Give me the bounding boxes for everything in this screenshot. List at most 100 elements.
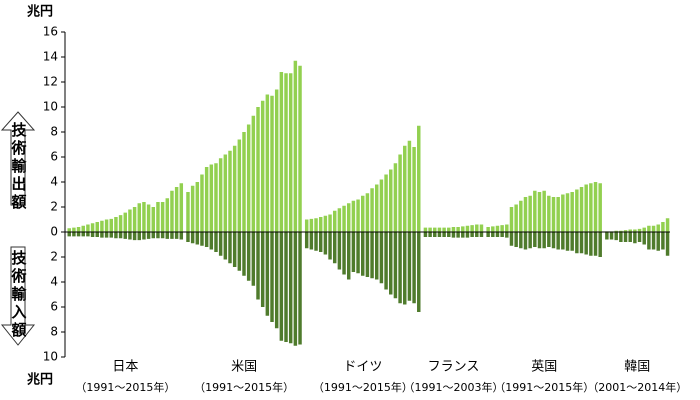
y-unit-bottom: 兆円 bbox=[27, 372, 53, 388]
export-bar bbox=[389, 169, 393, 232]
export-bar bbox=[575, 189, 579, 232]
import-bar bbox=[628, 232, 632, 242]
import-bar bbox=[179, 232, 184, 240]
export-bar bbox=[565, 193, 570, 232]
export-bar bbox=[351, 200, 356, 232]
import-bar bbox=[90, 232, 95, 237]
import-bar bbox=[232, 232, 237, 267]
category-label: 英国 bbox=[531, 360, 557, 375]
export-bar bbox=[298, 65, 302, 232]
export-bar bbox=[656, 224, 660, 232]
import-bar bbox=[379, 232, 384, 284]
import-bar bbox=[200, 232, 204, 246]
import-bar bbox=[593, 232, 598, 256]
export-bar bbox=[100, 220, 104, 232]
export-bar bbox=[200, 174, 204, 232]
import-bar bbox=[309, 232, 314, 250]
export-bar bbox=[365, 193, 370, 232]
export-bar bbox=[398, 154, 402, 232]
export-bar bbox=[156, 202, 160, 232]
import-bar bbox=[265, 232, 270, 316]
y-tick-label: 4 bbox=[50, 275, 58, 289]
import-bar bbox=[584, 232, 588, 255]
import-bar bbox=[575, 232, 579, 254]
import-bar bbox=[142, 232, 146, 240]
export-bar bbox=[328, 214, 332, 232]
export-bar bbox=[104, 219, 109, 232]
export-bar bbox=[370, 188, 374, 232]
export-bar bbox=[132, 207, 137, 232]
export-bar bbox=[465, 225, 470, 232]
export-bar bbox=[665, 218, 670, 232]
export-bar bbox=[537, 192, 542, 232]
import-bar bbox=[423, 232, 428, 237]
export-bar bbox=[528, 195, 532, 232]
export-bar bbox=[533, 190, 537, 232]
import-bar bbox=[403, 232, 407, 305]
export-bar bbox=[90, 223, 95, 232]
export-label: 技術輸出額 bbox=[10, 121, 28, 212]
period-label: （1991～2015年） bbox=[75, 380, 175, 394]
import-bar bbox=[589, 232, 593, 256]
export-bar bbox=[509, 207, 514, 232]
import-bar bbox=[428, 232, 432, 237]
export-bar bbox=[384, 174, 388, 232]
import-bar bbox=[393, 232, 398, 299]
import-bar bbox=[293, 232, 298, 346]
export-bar bbox=[151, 207, 156, 232]
export-bar bbox=[179, 183, 184, 232]
import-bar bbox=[509, 232, 514, 246]
export-bar bbox=[204, 167, 209, 232]
import-bar bbox=[72, 232, 76, 237]
import-bar bbox=[304, 232, 309, 249]
period-label: （1991～2015年） bbox=[194, 380, 294, 394]
export-bar bbox=[619, 230, 623, 232]
import-bar bbox=[479, 232, 484, 237]
y-tick-label: 0 bbox=[50, 225, 58, 239]
import-bar bbox=[475, 232, 479, 237]
import-bar bbox=[375, 232, 379, 280]
import-bar bbox=[633, 232, 637, 244]
export-bar bbox=[456, 227, 460, 232]
category-label: ドイツ bbox=[343, 360, 382, 375]
import-bar bbox=[195, 232, 200, 245]
export-bar bbox=[407, 140, 412, 232]
import-bar bbox=[551, 232, 556, 249]
import-bar bbox=[579, 232, 584, 254]
export-bar bbox=[209, 164, 214, 232]
export-bar bbox=[661, 222, 665, 232]
export-bar bbox=[318, 217, 323, 232]
y-tick-label: 4 bbox=[50, 175, 58, 189]
import-bar bbox=[470, 232, 474, 237]
import-bar bbox=[323, 232, 328, 255]
import-bar bbox=[160, 232, 165, 239]
export-bar bbox=[479, 224, 484, 232]
export-bar bbox=[451, 227, 456, 232]
export-bar bbox=[67, 228, 71, 232]
period-label: （1991～2015年） bbox=[313, 380, 413, 394]
export-bar bbox=[593, 182, 598, 232]
export-bar bbox=[623, 230, 628, 232]
import-bar bbox=[412, 232, 416, 304]
export-bar bbox=[447, 227, 451, 232]
export-bar bbox=[519, 200, 523, 232]
import-bar bbox=[533, 232, 537, 247]
export-bar bbox=[342, 205, 346, 232]
export-bar bbox=[470, 225, 474, 232]
import-bar bbox=[270, 232, 274, 322]
import-bar bbox=[209, 232, 214, 250]
import-bar bbox=[486, 232, 490, 237]
import-bar bbox=[260, 232, 265, 307]
import-bar bbox=[274, 232, 279, 329]
y-tick-label: 12 bbox=[43, 75, 58, 89]
import-bar bbox=[491, 232, 495, 237]
import-bar bbox=[417, 232, 421, 312]
import-bar bbox=[123, 232, 128, 239]
export-bar bbox=[284, 73, 288, 232]
export-bar bbox=[500, 225, 504, 232]
import-bar bbox=[561, 232, 565, 250]
export-bar bbox=[170, 190, 174, 232]
import-bar bbox=[456, 232, 460, 238]
import-bar bbox=[384, 232, 388, 290]
export-bar bbox=[260, 100, 265, 232]
